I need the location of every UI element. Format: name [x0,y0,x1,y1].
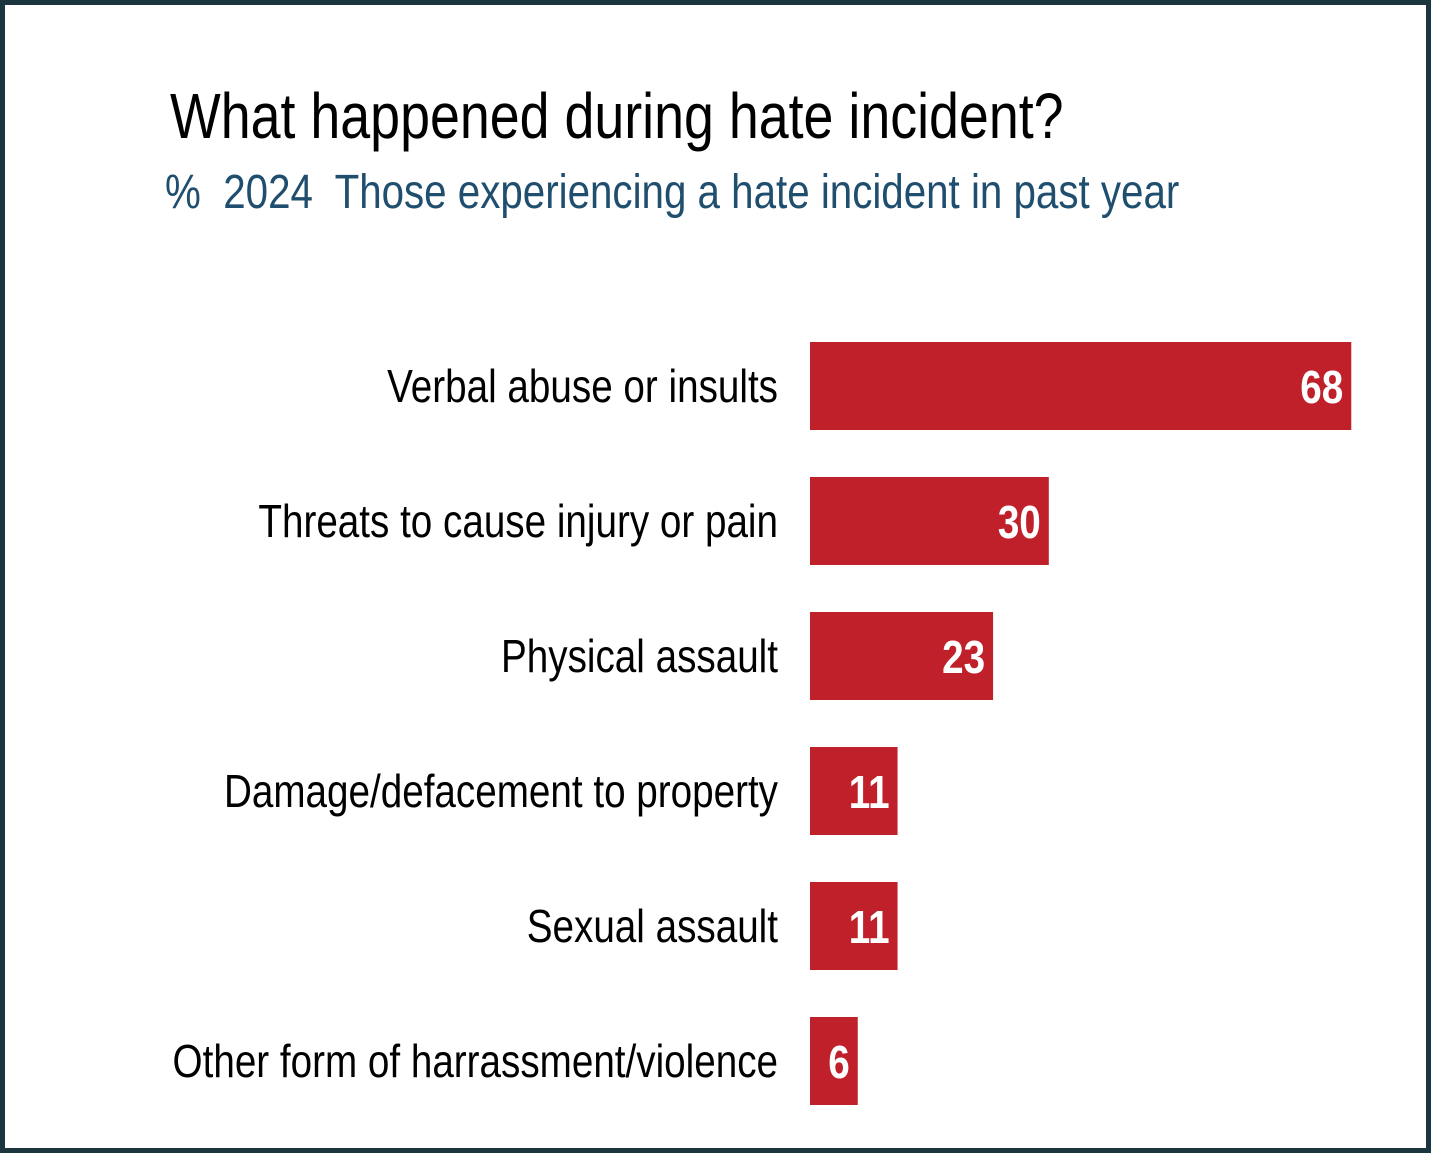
category-label: Physical assault [501,631,778,682]
value-label: 6 [828,1037,849,1088]
bar [810,342,1352,430]
value-label: 11 [849,902,890,953]
value-label: 23 [942,632,985,683]
bar [810,1017,858,1105]
bar [810,747,898,835]
category-label: Other form of harrassment/violence [173,1036,778,1087]
category-label: Threats to cause injury or pain [258,496,778,547]
bar [810,882,898,970]
bar [810,612,994,700]
value-label: 68 [1300,362,1343,413]
chart-title: What happened during hate incident? [170,80,1064,153]
category-label: Sexual assault [527,901,778,952]
category-label: Verbal abuse or insults [387,361,778,412]
chart-subtitle: % 2024 Those experiencing a hate inciden… [165,166,1180,219]
category-label: Damage/defacement to property [224,766,779,817]
value-label: 30 [998,497,1041,548]
value-label: 11 [849,767,890,818]
bar [810,477,1049,565]
